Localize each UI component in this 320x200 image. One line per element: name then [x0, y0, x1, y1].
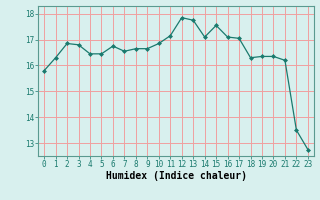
- X-axis label: Humidex (Indice chaleur): Humidex (Indice chaleur): [106, 171, 246, 181]
